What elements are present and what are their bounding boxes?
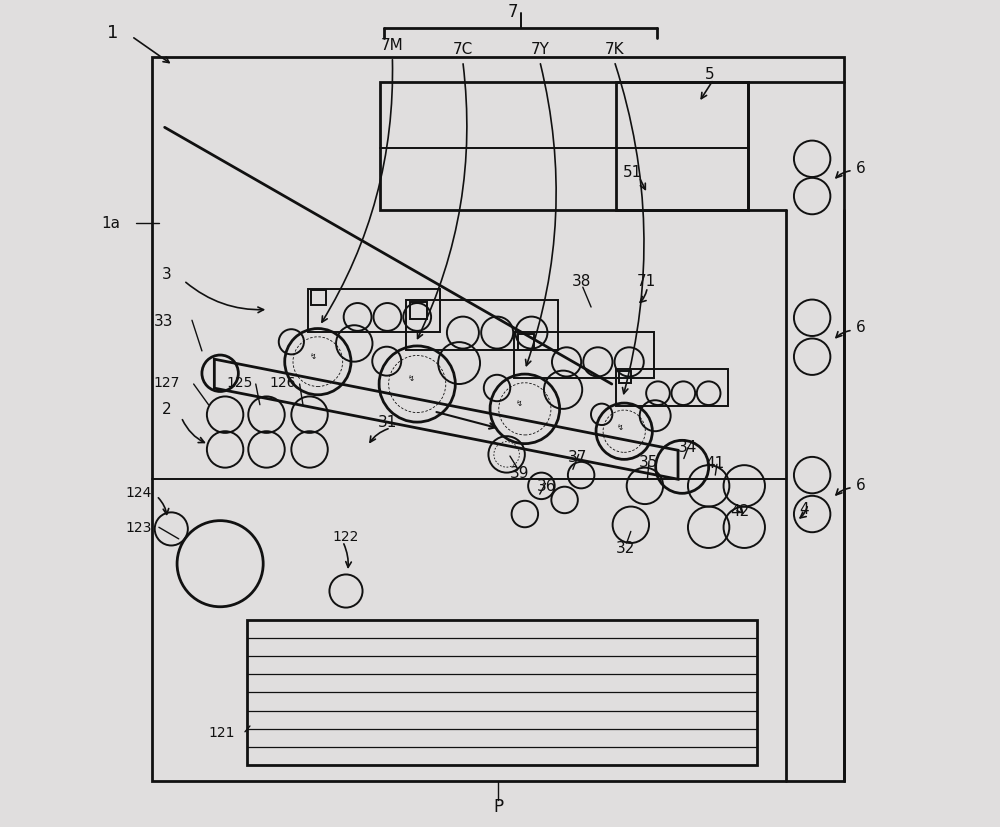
Bar [410,303,427,320]
Text: 71: 71 [637,274,656,289]
Text: 126: 126 [270,375,296,389]
Text: ↯: ↯ [516,399,523,408]
Text: 7: 7 [507,3,518,22]
Text: 4: 4 [800,501,809,516]
Text: 124: 124 [126,485,152,499]
Text: 38: 38 [572,274,591,289]
Bar [152,58,844,782]
Text: 3: 3 [162,267,172,282]
Bar [308,289,440,332]
Text: 5: 5 [705,67,715,82]
Text: 32: 32 [616,540,635,555]
Bar [616,83,748,211]
Bar [518,335,534,351]
Text: 2: 2 [162,402,172,417]
Text: 39: 39 [510,466,529,480]
Text: 35: 35 [639,454,658,469]
Text: 1a: 1a [101,216,120,231]
Text: 51: 51 [623,165,642,179]
Bar [514,333,654,378]
Text: 31: 31 [377,414,397,429]
Text: ↯: ↯ [616,422,623,431]
Bar [406,301,558,351]
Text: 1: 1 [107,24,118,42]
Text: 125: 125 [227,375,253,389]
Bar [247,620,757,765]
Text: 37: 37 [568,449,587,464]
Text: 36: 36 [537,479,557,494]
Text: 6: 6 [856,477,866,492]
Text: 41: 41 [705,456,725,471]
Text: 6: 6 [856,160,866,175]
Text: 34: 34 [678,439,697,454]
Text: ↯: ↯ [408,373,415,382]
Text: 123: 123 [126,521,152,534]
Text: 127: 127 [154,375,180,389]
Text: 122: 122 [333,529,359,543]
Text: P: P [493,797,503,815]
Text: 7Y: 7Y [530,42,549,57]
Text: 7K: 7K [604,42,624,57]
Bar [311,291,326,306]
Text: 6: 6 [856,320,866,335]
Text: 33: 33 [154,313,173,328]
Text: 7C: 7C [453,42,473,57]
Text: 42: 42 [730,504,749,519]
Bar [616,370,728,406]
Bar [619,371,631,384]
Text: 121: 121 [209,725,235,739]
Text: 7M: 7M [381,38,404,53]
Bar [380,83,748,211]
Text: ↯: ↯ [309,351,316,361]
